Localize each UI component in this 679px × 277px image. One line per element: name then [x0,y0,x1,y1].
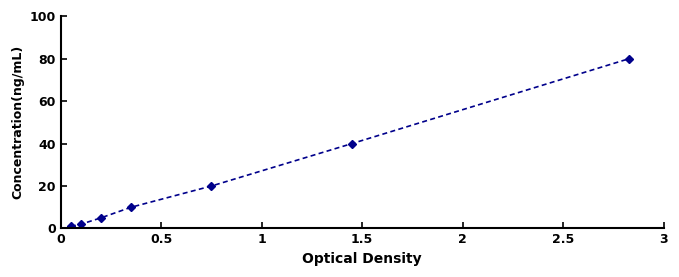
Y-axis label: Concentration(ng/mL): Concentration(ng/mL) [11,45,24,199]
X-axis label: Optical Density: Optical Density [302,252,422,266]
